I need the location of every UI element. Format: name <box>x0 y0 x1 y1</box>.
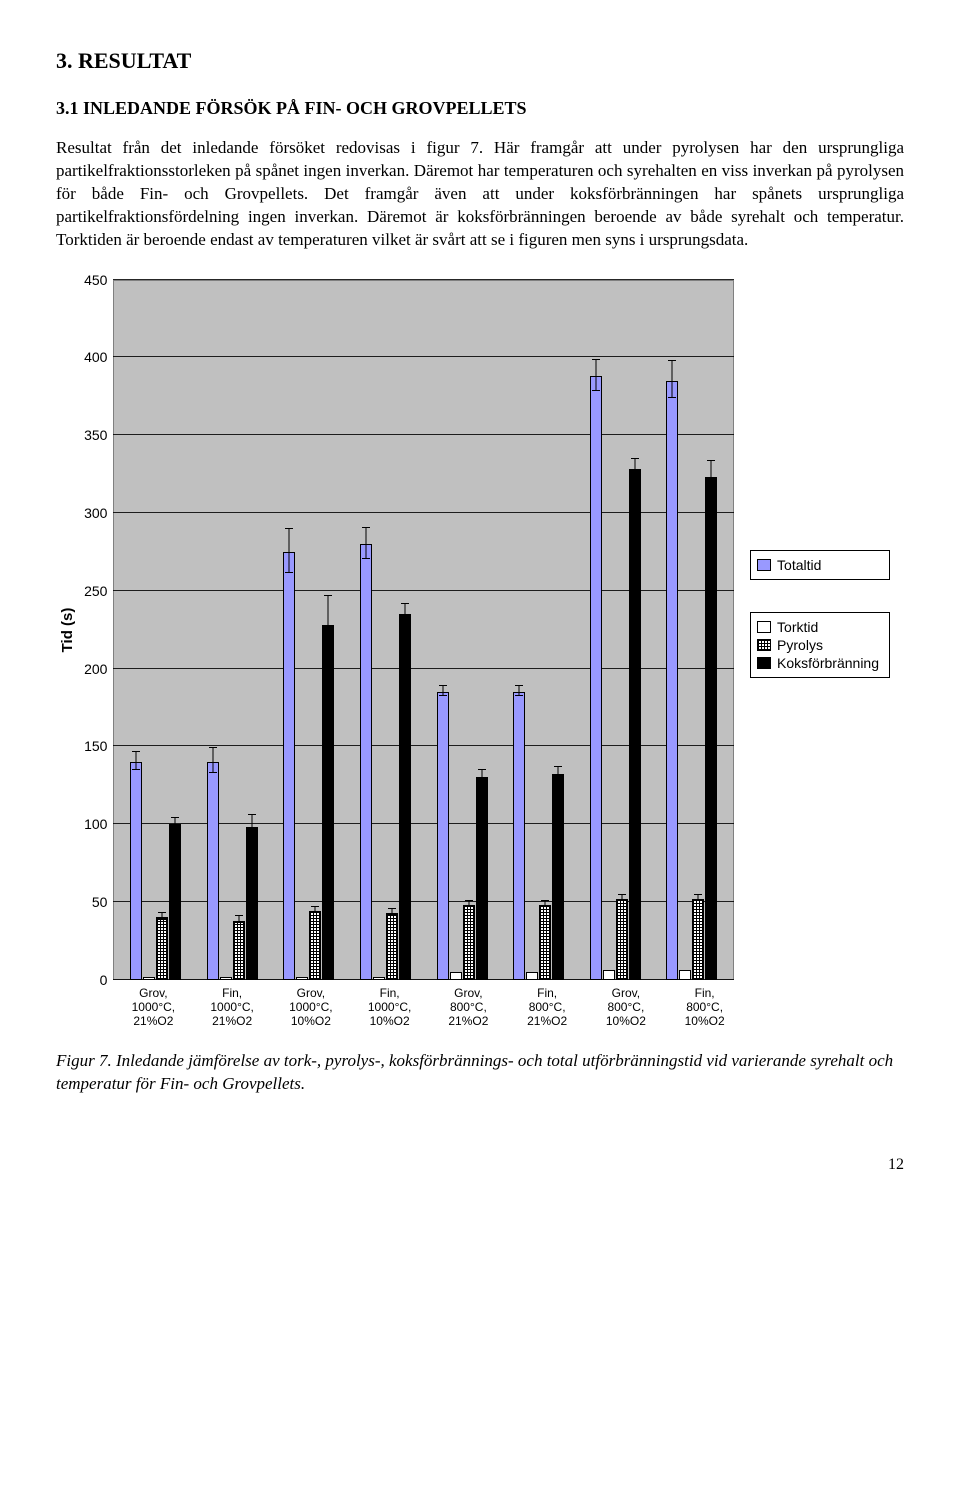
bar-group <box>424 692 501 980</box>
legend-group: Torktid Pyrolys Koksförbränning <box>750 612 890 678</box>
legend-swatch <box>757 621 771 633</box>
bar <box>156 917 168 979</box>
bar <box>386 913 398 980</box>
legend-swatch <box>757 639 771 651</box>
legend: Totaltid Torktid Pyrolys Koksförbränning <box>750 550 890 710</box>
bar-group <box>117 762 194 980</box>
bar <box>360 544 372 980</box>
legend-label: Pyrolys <box>777 637 823 653</box>
bar <box>169 824 181 980</box>
x-tick-label: Grov, 800°C, 21%O2 <box>429 980 508 1028</box>
legend-label: Totaltid <box>777 557 821 573</box>
legend-item: Pyrolys <box>757 637 879 653</box>
bar <box>233 921 245 980</box>
x-tick-label: Grov, 1000°C, 21%O2 <box>114 980 193 1028</box>
legend-group: Totaltid <box>750 550 890 580</box>
bar <box>130 762 142 980</box>
bar <box>450 972 462 980</box>
bar <box>679 970 691 979</box>
bar <box>143 977 155 980</box>
bar-group <box>271 552 348 980</box>
x-tick-label: Fin, 1000°C, 21%O2 <box>193 980 272 1028</box>
bar-group <box>653 381 730 980</box>
bar <box>437 692 449 980</box>
page-number: 12 <box>56 1156 904 1174</box>
bar <box>552 774 564 979</box>
y-axis-ticks: 450400350300250200150100500 <box>70 280 113 980</box>
section-title: 3. RESULTAT <box>56 48 904 74</box>
bar <box>207 762 219 980</box>
legend-item: Koksförbränning <box>757 655 879 671</box>
figure-caption: Figur 7. Inledande jämförelse av tork-, … <box>56 1050 904 1096</box>
subsection-title: 3.1 INLEDANDE FÖRSÖK PÅ FIN- OCH GROVPEL… <box>56 98 904 119</box>
bar <box>590 376 602 980</box>
bar <box>463 905 475 980</box>
bar-groups <box>113 280 734 980</box>
bar <box>246 827 258 979</box>
bar <box>539 905 551 980</box>
bar-group <box>577 376 654 980</box>
legend-item: Totaltid <box>757 557 879 573</box>
bar <box>513 692 525 980</box>
x-tick-label: Fin, 1000°C, 10%O2 <box>350 980 429 1028</box>
y-axis-label: Tid (s) <box>59 607 76 652</box>
bar <box>692 899 704 980</box>
bar <box>322 625 334 980</box>
x-axis-labels: Grov, 1000°C, 21%O2Fin, 1000°C, 21%O2Gro… <box>114 980 744 1028</box>
paragraph-1: Resultat från det inledande försöket red… <box>56 137 904 252</box>
bar-group <box>347 544 424 980</box>
chart-figure: 450400350300250200150100500 Tid (s) Tota… <box>70 280 890 1028</box>
bar-group <box>194 762 271 980</box>
bar <box>616 899 628 980</box>
bar <box>476 777 488 979</box>
bar <box>705 477 717 979</box>
bar <box>526 972 538 980</box>
legend-label: Torktid <box>777 619 818 635</box>
x-tick-label: Fin, 800°C, 21%O2 <box>508 980 587 1028</box>
legend-swatch <box>757 657 771 669</box>
bar <box>220 977 232 980</box>
x-tick-label: Fin, 800°C, 10%O2 <box>665 980 744 1028</box>
plot-area: Tid (s) <box>113 280 734 980</box>
x-tick-label: Grov, 800°C, 10%O2 <box>587 980 666 1028</box>
bar <box>399 614 411 980</box>
bar <box>283 552 295 980</box>
x-tick-label: Grov, 1000°C, 10%O2 <box>272 980 351 1028</box>
legend-label: Koksförbränning <box>777 655 879 671</box>
bar-group <box>500 692 577 980</box>
bar <box>309 911 321 979</box>
bar <box>373 977 385 980</box>
bar <box>296 977 308 980</box>
legend-item: Torktid <box>757 619 879 635</box>
bar <box>666 381 678 980</box>
bar <box>629 469 641 979</box>
legend-swatch <box>757 559 771 571</box>
bar <box>603 970 615 979</box>
